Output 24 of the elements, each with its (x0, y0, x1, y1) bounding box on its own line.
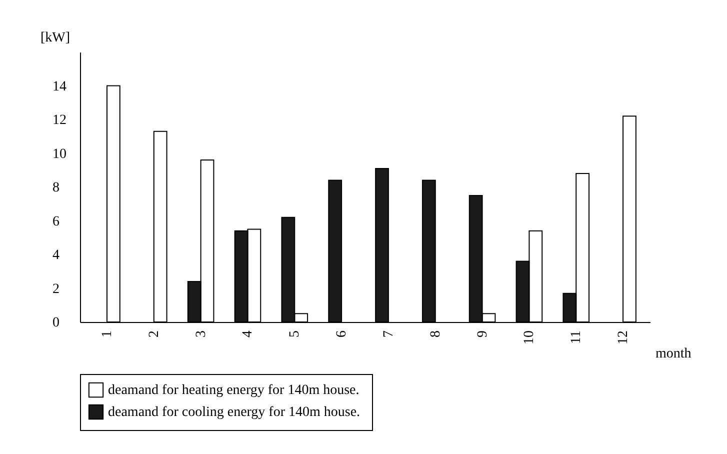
y-tick-label: 8 (52, 180, 60, 196)
y-tick-label: 14 (52, 79, 66, 94)
x-tick-label: 6 (334, 330, 350, 338)
legend-label: deamand for heating energy for 140m house. (108, 383, 360, 398)
x-tick-label: 5 (288, 330, 303, 338)
y-tick-label: 10 (52, 146, 66, 162)
x-tick-label: 9 (475, 330, 490, 338)
x-tick-label: 8 (428, 330, 444, 338)
x-axis-title: month (656, 346, 692, 362)
y-tick-label: 0 (52, 316, 60, 330)
legend-label: deamand for cooling energy for 140m house. (108, 405, 360, 420)
x-tick-label: 10 (522, 330, 538, 344)
x-tick-label: 1 (100, 330, 115, 338)
x-tick-label: 12 (616, 330, 632, 344)
y-tick-label: 6 (52, 214, 60, 230)
y-tick-label: 12 (52, 113, 66, 128)
y-tick-label: 2 (52, 282, 60, 297)
x-tick-label: 3 (194, 330, 209, 338)
x-tick-label: 11 (569, 330, 584, 344)
y-tick-label: 4 (52, 248, 60, 263)
x-tick-label: 7 (381, 330, 396, 338)
y-axis-title: [kW] (40, 30, 70, 46)
x-tick-label: 2 (146, 330, 162, 338)
x-tick-label: 4 (240, 330, 256, 338)
